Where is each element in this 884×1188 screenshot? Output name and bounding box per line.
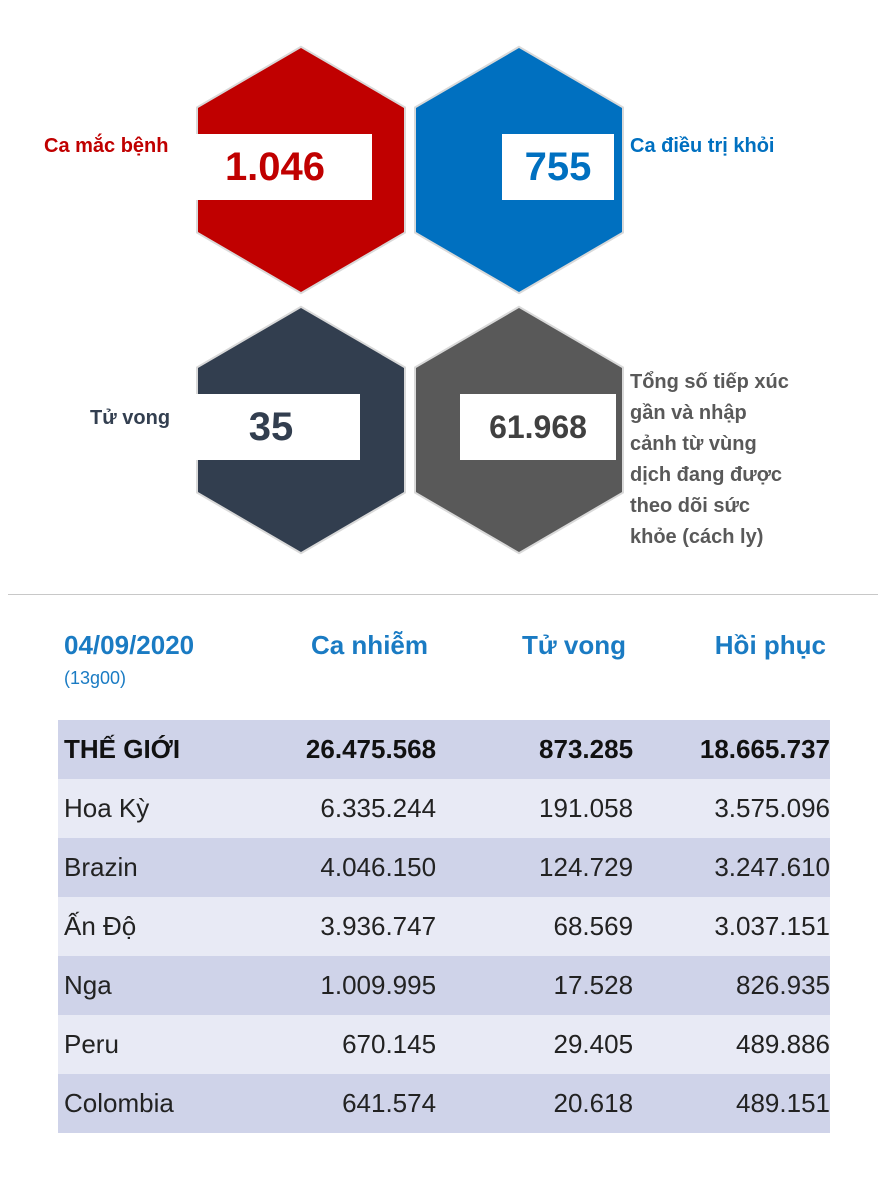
country-cell: Nga xyxy=(64,970,112,1000)
monitored-label-line: Tổng số tiếp xúc xyxy=(630,371,789,393)
country-cell: THẾ GIỚI xyxy=(64,734,181,764)
header-recovered: Hồi phục xyxy=(714,630,826,660)
infected-cell: 4.046.150 xyxy=(320,852,437,882)
section-divider xyxy=(8,594,878,595)
table-date: 04/09/2020 xyxy=(64,630,195,660)
deaths-cell: 68.569 xyxy=(553,911,634,941)
monitored-label-line: gần và nhập xyxy=(630,402,747,424)
table-row: Brazin 4.046.150 124.729 3.247.610 xyxy=(58,838,830,897)
infected-cell: 6.335.244 xyxy=(320,793,437,823)
table-row: Colombia 641.574 20.618 489.151 xyxy=(58,1074,830,1133)
recovered-cell: 489.151 xyxy=(736,1088,830,1118)
monitored-hexagon: 61.968 xyxy=(412,304,626,555)
infected-cell: 670.145 xyxy=(342,1029,437,1059)
recovered-cell: 489.886 xyxy=(736,1029,830,1059)
recovered-cell: 3.247.610 xyxy=(714,852,830,882)
header-deaths: Tử vong xyxy=(521,630,626,660)
infected-cell: 26.475.568 xyxy=(305,734,437,764)
recovered-cell: 826.935 xyxy=(736,970,830,1000)
recovered-cell: 3.037.151 xyxy=(714,911,830,941)
deaths-cell: 20.618 xyxy=(553,1088,634,1118)
table-row-world: THẾ GIỚI 26.475.568 873.285 18.665.737 xyxy=(58,720,830,779)
header-infected: Ca nhiễm xyxy=(310,630,428,660)
deaths-cell: 191.058 xyxy=(539,793,634,823)
monitored-value: 61.968 xyxy=(460,394,616,460)
infected-cell: 3.936.747 xyxy=(320,911,437,941)
table-time: (13g00) xyxy=(64,668,127,688)
deaths-label: Tử vong xyxy=(90,407,171,429)
recovered-cell: 18.665.737 xyxy=(699,734,830,764)
table-row: Nga 1.009.995 17.528 826.935 xyxy=(58,956,830,1015)
table-row: Peru 670.145 29.405 489.886 xyxy=(58,1015,830,1074)
infected-cell: 641.574 xyxy=(342,1088,437,1118)
recovered-cell: 3.575.096 xyxy=(714,793,830,823)
cases-value: 1.046 xyxy=(178,134,372,200)
table-row: Ấn Độ 3.936.747 68.569 3.037.151 xyxy=(58,897,830,956)
deaths-cell: 873.285 xyxy=(539,734,634,764)
monitored-label-line: dịch đang được xyxy=(630,464,783,486)
deaths-cell: 124.729 xyxy=(539,852,634,882)
monitored-label-line: cảnh từ vùng xyxy=(630,433,757,455)
deaths-hexagon: 35 xyxy=(182,304,408,555)
recovered-value: 755 xyxy=(502,134,614,200)
monitored-label-line: theo dõi sức xyxy=(630,495,751,517)
country-cell: Hoa Kỳ xyxy=(64,793,150,823)
infected-cell: 1.009.995 xyxy=(320,970,437,1000)
covid-table: THẾ GIỚI 26.475.568 873.285 18.665.737 H… xyxy=(58,720,830,1133)
country-cell: Ấn Độ xyxy=(64,911,137,941)
recovered-hexagon: 755 xyxy=(412,44,626,295)
table-row: Hoa Kỳ 6.335.244 191.058 3.575.096 xyxy=(58,779,830,838)
cases-hexagon: 1.046 xyxy=(178,44,408,295)
country-cell: Peru xyxy=(64,1029,119,1059)
monitored-label-line: khỏe (cách ly) xyxy=(630,526,764,548)
deaths-cell: 17.528 xyxy=(553,970,634,1000)
monitored-label: Tổng số tiếp xúc gần và nhập cảnh từ vùn… xyxy=(630,367,789,553)
recovered-label: Ca điều trị khỏi xyxy=(630,135,775,157)
country-cell: Colombia xyxy=(64,1088,174,1118)
deaths-cell: 29.405 xyxy=(553,1029,634,1059)
deaths-value: 35 xyxy=(182,394,360,460)
country-cell: Brazin xyxy=(64,852,138,882)
cases-label: Ca mắc bệnh xyxy=(44,135,169,157)
